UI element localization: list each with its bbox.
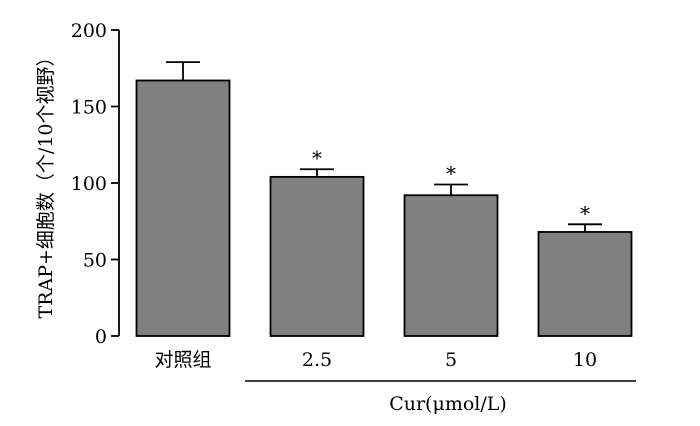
group-label: Cur(μmol/L) [389, 393, 507, 415]
significance-mark: * [446, 162, 456, 186]
bar [269, 175, 365, 337]
x-tick-label: 2.5 [302, 349, 332, 371]
x-tick-label: 5 [445, 349, 457, 371]
significance-mark: * [312, 146, 322, 170]
y-tick-label: 0 [95, 326, 107, 348]
y-tick-label: 100 [71, 173, 107, 195]
bar [537, 231, 633, 337]
y-tick-label: 50 [83, 250, 107, 272]
x-tick-labels: 对照组 2.5 5 10 [154, 349, 597, 371]
bars: * * * [135, 61, 633, 337]
y-axis-title: TRAP+细胞数（个/10个视野） [35, 48, 57, 319]
y-axis: 0 50 100 150 200 [71, 20, 120, 348]
bar [135, 79, 231, 337]
y-tick-label: 150 [71, 97, 107, 119]
x-tick-label: 对照组 [154, 349, 211, 371]
y-tick-label: 200 [71, 20, 107, 42]
x-tick-label: 10 [573, 349, 597, 371]
bar [403, 194, 499, 337]
significance-mark: * [580, 201, 590, 225]
